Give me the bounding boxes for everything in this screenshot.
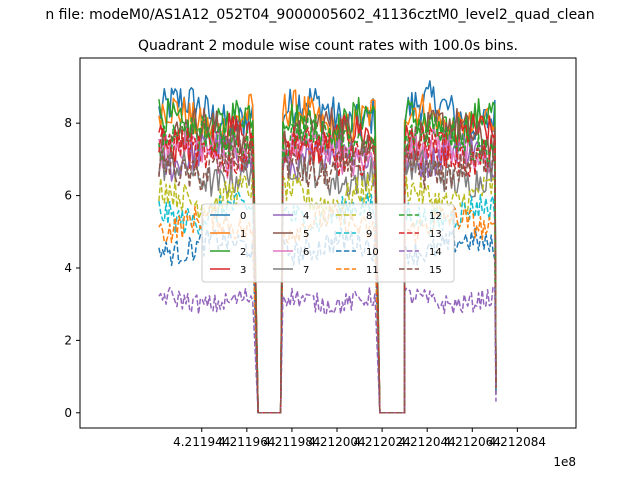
legend-label-14: 14 [429,247,442,258]
legend-label-3: 3 [240,265,246,276]
x-axis: 4.2119444.2119644.2119844.2120044.212024… [173,428,546,449]
y-tick-label: 2 [64,333,72,347]
chart-title: Quadrant 2 module wise count rates with … [138,38,518,54]
x-tick-label: 4.211944 [173,435,230,449]
y-tick-label: 6 [64,189,72,203]
x-tick-label: 4.211964 [218,435,275,449]
legend-label-12: 12 [429,211,442,222]
y-tick-label: 4 [64,261,72,275]
figure-suptitle: n file: modeM0/AS1A12_052T04_9000005602_… [45,7,594,23]
x-tick-label: 4.212044 [399,435,456,449]
x-tick-label: 4.212084 [489,435,546,449]
legend-label-7: 7 [303,265,309,276]
legend-label-4: 4 [303,211,309,222]
series-line-5 [158,107,497,414]
y-tick-label: 0 [64,406,72,420]
legend-frame [201,203,455,283]
legend-label-10: 10 [366,247,379,258]
series-line-0 [158,80,497,414]
series-line-13 [158,125,497,414]
legend-label-0: 0 [240,211,246,222]
legend-label-1: 1 [240,229,246,240]
x-tick-label: 4.212024 [353,435,410,449]
legend-label-15: 15 [429,265,442,276]
x-tick-label: 4.211984 [263,435,320,449]
legend-label-5: 5 [303,229,309,240]
legend-label-6: 6 [303,247,309,258]
legend-label-11: 11 [366,265,379,276]
series-line-14 [158,285,497,414]
series-line-6 [158,124,497,414]
series-line-12 [158,108,497,414]
legend-label-8: 8 [366,211,372,222]
y-tick-label: 8 [64,116,72,130]
plot-frame [79,57,577,429]
x-tick-label: 4.212064 [444,435,501,449]
x-offset-label: 1e8 [553,455,576,469]
series-line-15 [158,139,497,414]
y-axis: 0 2 4 6 8 [64,116,80,420]
x-tick-label: 4.212004 [308,435,365,449]
legend-label-9: 9 [366,229,372,240]
legend-label-13: 13 [429,229,442,240]
legend-label-2: 2 [240,247,246,258]
